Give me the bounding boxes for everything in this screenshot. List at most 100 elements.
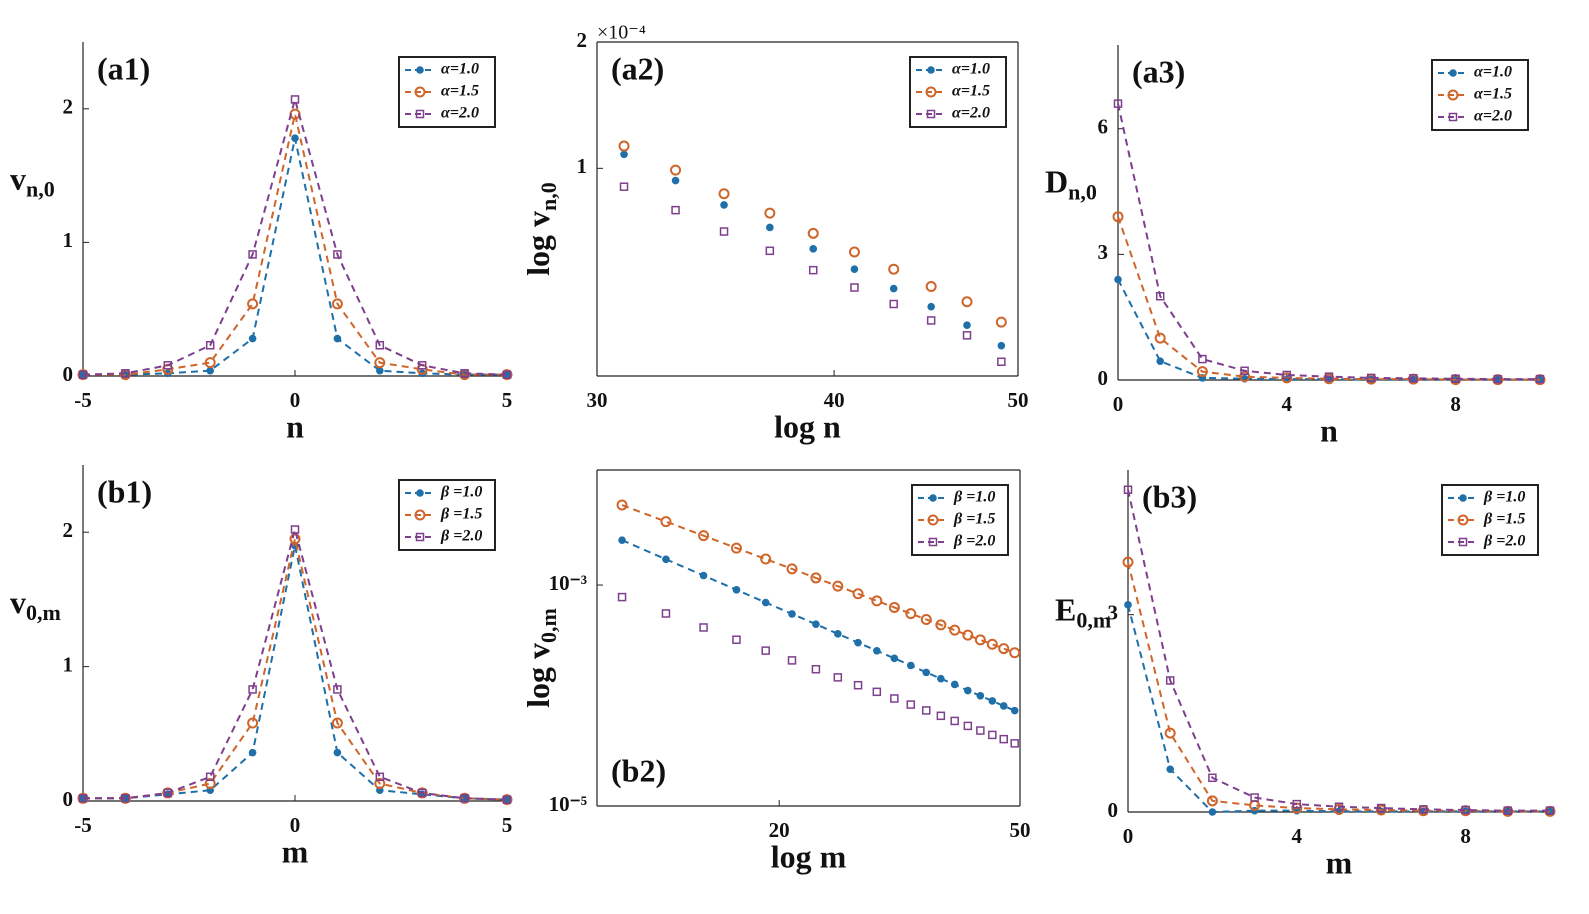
y-axis-label-sub: 0,m xyxy=(536,608,561,643)
legend: β =1.0 β =1.5 β =2.0 xyxy=(398,479,496,551)
y-axis-label: log vn,0 xyxy=(520,182,561,276)
y-tick-label: 3 xyxy=(1098,240,1109,264)
x-tick-label: 40 xyxy=(824,388,845,412)
marker xyxy=(927,66,935,74)
marker xyxy=(162,787,174,799)
marker xyxy=(333,250,342,259)
marker xyxy=(1366,373,1376,383)
marker xyxy=(414,509,426,521)
marker xyxy=(854,638,862,647)
legend: β =1.0 β =1.5 β =2.0 xyxy=(1441,484,1539,556)
y-tick-label: 2 xyxy=(63,95,74,119)
legend-label: α=1.0 xyxy=(952,61,990,78)
series-line xyxy=(83,525,508,801)
marker xyxy=(761,646,770,655)
marker xyxy=(871,595,883,607)
series-line xyxy=(1127,604,1550,814)
x-tick-label: -5 xyxy=(74,813,92,837)
legend-label: α=1.0 xyxy=(1474,64,1512,81)
y-tick-label: 0 xyxy=(63,787,74,811)
marker xyxy=(764,207,776,219)
marker xyxy=(618,536,626,544)
marker xyxy=(1250,793,1259,802)
marker xyxy=(1419,805,1428,814)
marker xyxy=(889,284,898,293)
series-line xyxy=(1117,216,1540,381)
panel: 0 4 8 0 3 m E0,m (b3) β =1.0 β =1.5 β =2.0 xyxy=(1055,470,1556,880)
legend-box xyxy=(398,479,496,551)
marker xyxy=(997,341,1006,350)
y-axis-label-sub: n,0 xyxy=(1068,180,1097,205)
marker xyxy=(1196,366,1208,378)
y-tick-label: 2 xyxy=(577,28,588,52)
marker xyxy=(850,283,859,292)
marker xyxy=(620,150,628,159)
x-tick-label: 5 xyxy=(502,388,513,412)
marker xyxy=(291,134,299,142)
y-axis-label-sub: 0,m xyxy=(1076,608,1111,633)
x-axis-label: log n xyxy=(774,408,841,444)
series-line xyxy=(83,113,507,376)
y-tick-label: 10⁻³ xyxy=(549,571,587,595)
x-tick-label: 30 xyxy=(587,388,608,412)
y-tick-label: 2 xyxy=(63,518,74,542)
y-tick-label: 6 xyxy=(1098,115,1109,139)
marker xyxy=(1166,765,1174,774)
marker xyxy=(1113,99,1123,108)
marker xyxy=(997,357,1006,367)
marker xyxy=(1334,802,1344,811)
legend-label: β =2.0 xyxy=(440,528,482,545)
marker xyxy=(1545,806,1555,815)
marker xyxy=(950,680,959,689)
legend-label: β =2.0 xyxy=(953,533,995,550)
marker xyxy=(1154,332,1166,344)
marker xyxy=(1122,556,1134,568)
marker xyxy=(890,694,899,703)
marker xyxy=(375,772,385,782)
marker xyxy=(963,721,973,731)
marker xyxy=(926,109,936,119)
marker xyxy=(807,227,819,239)
marker xyxy=(331,717,343,729)
panel-label: (b2) xyxy=(611,752,666,788)
x-tick-label: 0 xyxy=(290,388,301,412)
marker xyxy=(1208,773,1217,783)
marker xyxy=(460,794,469,803)
marker xyxy=(616,499,628,511)
marker xyxy=(873,647,881,655)
marker xyxy=(121,794,130,803)
legend: α=1.0 α=1.5 α=2.0 xyxy=(909,56,1007,128)
legend-label: α=2.0 xyxy=(1474,108,1512,125)
legend-label: α=1.5 xyxy=(1474,86,1512,103)
marker xyxy=(964,686,972,695)
marker xyxy=(719,227,729,236)
marker xyxy=(417,361,427,370)
marker xyxy=(1324,372,1334,381)
marker xyxy=(906,700,916,709)
marker xyxy=(812,620,820,629)
marker xyxy=(460,794,469,803)
x-axis-label: log m xyxy=(771,838,847,874)
marker xyxy=(1240,366,1249,376)
marker xyxy=(1282,370,1292,380)
marker xyxy=(1010,739,1019,748)
marker xyxy=(1535,374,1545,384)
marker xyxy=(927,302,935,311)
legend-label: α=1.5 xyxy=(952,83,990,100)
marker xyxy=(331,298,343,310)
marker xyxy=(163,361,173,370)
marker xyxy=(1123,485,1133,494)
panel-label: (a3) xyxy=(1132,53,1185,89)
marker xyxy=(809,245,818,253)
marker xyxy=(986,638,998,650)
marker xyxy=(787,656,797,665)
marker xyxy=(999,734,1008,744)
marker xyxy=(671,205,680,215)
series-line xyxy=(621,504,1016,654)
marker xyxy=(1155,292,1165,301)
marker xyxy=(998,643,1010,655)
marker xyxy=(1164,727,1176,739)
marker xyxy=(1457,514,1469,526)
marker xyxy=(962,331,972,340)
